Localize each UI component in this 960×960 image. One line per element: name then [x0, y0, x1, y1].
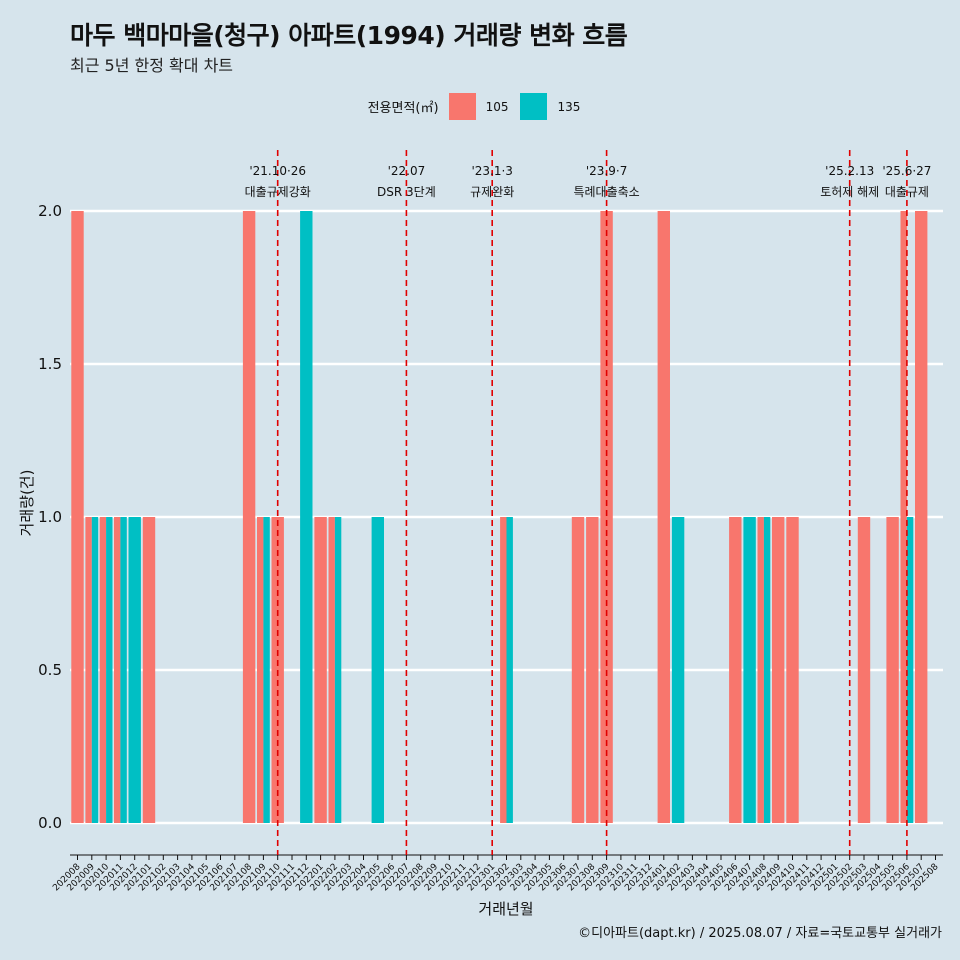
bar-135-202012 — [128, 517, 141, 823]
bar-105-202503 — [857, 517, 871, 823]
event-date-label-5: '25.6·27 — [882, 164, 931, 178]
bar-135-202009 — [91, 517, 99, 823]
y-tick-label-2: 1.0 — [38, 508, 62, 526]
event-date-label-1: '22.07 — [388, 164, 426, 178]
legend-swatch-135 — [520, 93, 548, 120]
bar-105-202406 — [729, 517, 742, 823]
event-date-label-4: '25.2.13 — [825, 164, 874, 178]
source-caption: ©디아파트(dapt.kr) / 2025.08.07 / 자료=국토교통부 실… — [578, 926, 942, 941]
legend: 전용면적(㎡) 105 135 — [0, 93, 960, 120]
chart-title: 마두 백마마을(청구) 아파트(1994) 거래량 변화 흐름 — [70, 21, 628, 50]
event-name-label-5: 대출규제 — [885, 185, 929, 199]
bar-105-202506 — [900, 211, 907, 823]
bar-135-202408 — [763, 517, 771, 823]
chart-subtitle: 최근 5년 한정 확대 차트 — [70, 56, 234, 75]
bar-105-202201 — [314, 517, 327, 823]
legend-swatch-105 — [448, 93, 476, 120]
bar-105-202109 — [257, 517, 264, 823]
bar-105-202011 — [114, 517, 121, 823]
event-name-label-0: 대출규제강화 — [245, 185, 311, 199]
bar-105-202008 — [71, 211, 84, 823]
event-name-label-1: DSR 3단계 — [377, 185, 436, 199]
bar-105-202409 — [772, 517, 785, 823]
bar-135-202011 — [120, 517, 127, 823]
bar-135-202407 — [743, 517, 756, 823]
x-axis-title: 거래년월 — [478, 900, 533, 918]
bar-135-202506 — [906, 517, 914, 823]
legend-title: 전용면적(㎡) — [367, 101, 439, 116]
event-date-label-2: '23.1·3 — [471, 164, 512, 178]
bar-105-202505 — [886, 517, 899, 823]
bar-105-202010 — [99, 517, 107, 823]
bar-105-202202 — [328, 517, 335, 823]
bar-135-202202 — [334, 517, 342, 823]
event-name-label-3: 특례대출축소 — [573, 185, 639, 199]
bar-135-202402 — [671, 517, 685, 823]
bar-105-202401 — [657, 211, 670, 823]
bar-105-202410 — [786, 517, 799, 823]
bar-135-202109 — [263, 517, 270, 823]
bar-105-202108 — [242, 211, 256, 823]
bar-105-202009 — [85, 517, 92, 823]
bar-135-202010 — [106, 517, 113, 823]
bar-135-202112 — [300, 211, 313, 823]
y-tick-label-3: 1.5 — [38, 355, 62, 373]
bar-105-202408 — [757, 517, 764, 823]
legend-label-105: 105 — [485, 99, 509, 114]
bar-105-202309 — [600, 211, 613, 823]
bar-105-202101 — [142, 517, 156, 823]
bar-135-202205 — [371, 517, 384, 823]
bar-105-202507 — [915, 211, 928, 823]
y-axis-title: 거래량(건) — [18, 470, 36, 537]
y-tick-label-1: 0.5 — [38, 661, 62, 679]
event-date-label-3: '23.9·7 — [586, 164, 627, 178]
event-name-label-2: 규제완화 — [470, 185, 514, 199]
y-tick-label-4: 2.0 — [38, 202, 62, 220]
event-name-label-4: 토허제 해제 — [820, 185, 879, 199]
event-date-label-0: '21.10·26 — [249, 164, 306, 178]
bar-105-202308 — [586, 517, 599, 823]
bar-105-202307 — [571, 517, 585, 823]
bar-135-202302 — [506, 517, 513, 823]
y-tick-label-0: 0.0 — [38, 814, 62, 832]
bar-105-202302 — [500, 517, 507, 823]
legend-label-135: 135 — [557, 99, 581, 114]
